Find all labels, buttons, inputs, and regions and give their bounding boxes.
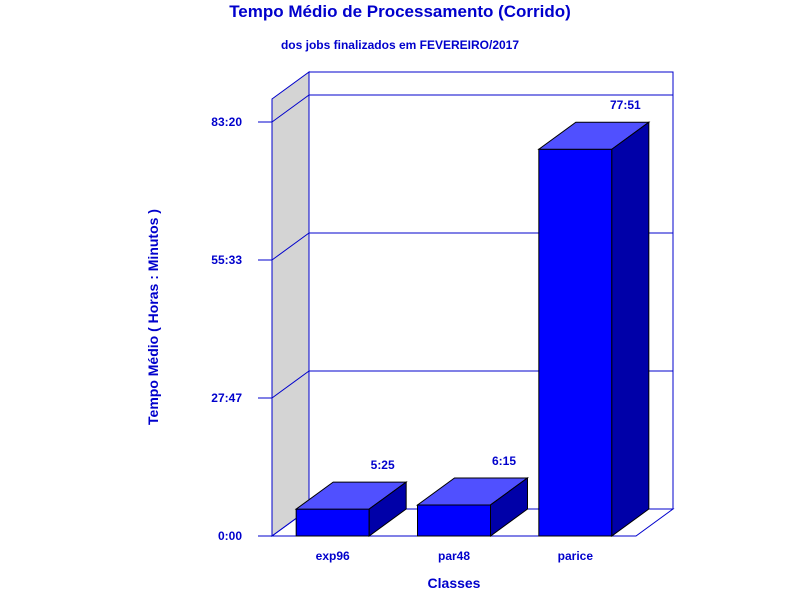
chart-subtitle: dos jobs finalizados em FEVEREIRO/2017 xyxy=(281,38,519,52)
y-tick-label: 83:20 xyxy=(211,115,242,129)
x-axis-title: Classes xyxy=(428,575,481,591)
y-tick-label: 27:47 xyxy=(211,391,242,405)
data-label-par48: 6:15 xyxy=(492,454,516,468)
bar-par48 xyxy=(417,504,491,537)
wall-gridline xyxy=(271,232,310,261)
bar-side-exp96 xyxy=(368,481,407,537)
wall-gridline xyxy=(271,370,310,399)
chart-title: Tempo Médio de Processamento (Corrido) xyxy=(229,2,571,21)
x-tick-label-parice: parice xyxy=(558,549,594,563)
y-tick-label: 0:00 xyxy=(218,529,242,543)
bar-side-parice xyxy=(611,121,650,537)
x-tick-label-exp96: exp96 xyxy=(316,549,350,563)
data-label-exp96: 5:25 xyxy=(371,458,395,472)
bar-side-par48 xyxy=(490,476,528,537)
y-tick-label: 55:33 xyxy=(211,253,242,267)
wall-gridline xyxy=(271,94,310,123)
bar-exp96 xyxy=(295,508,370,537)
bar-parice xyxy=(538,148,613,537)
y-axis-title: Tempo Médio ( Horas : Minutos ) xyxy=(145,209,161,425)
data-label-parice: 77:51 xyxy=(610,98,641,112)
plot-area: 0:00 27:47 55:33 83:20 5:25 exp96 6:15 par48 77:… xyxy=(211,71,675,563)
left-wall xyxy=(271,71,310,537)
x-tick-label-par48: par48 xyxy=(438,549,470,563)
